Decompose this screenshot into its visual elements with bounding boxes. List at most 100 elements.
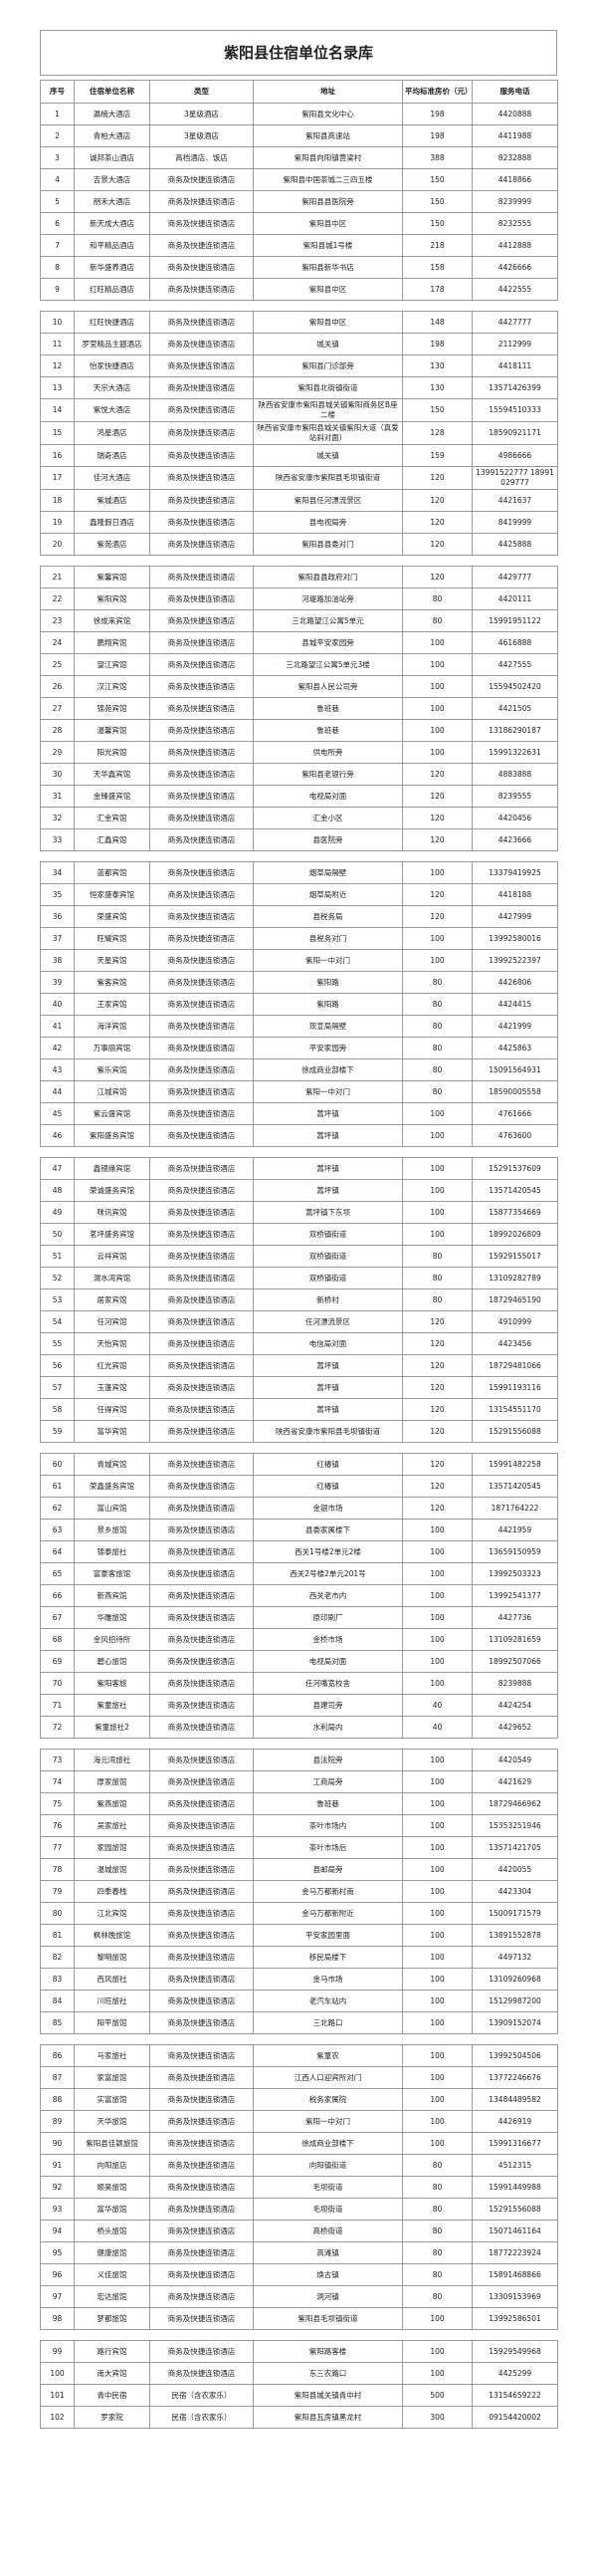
table-cell: 4427777 (472, 311, 558, 334)
table-row: 13 天宗大酒店 商务及快捷连锁酒店 紫阳县北街镇街道 130 13571426399 (40, 376, 558, 399)
table-cell: 锦泰旅社 (74, 1540, 150, 1563)
table-cell: 58 (40, 1398, 75, 1421)
table-cell: 厚家旅馆 (74, 1770, 150, 1793)
table-cell: 民宿（含农家乐） (149, 2384, 254, 2407)
table-row: 11 罗莹精品主题酒店 商务及快捷连锁酒店 城关镇 198 2112999 (40, 333, 558, 355)
table-cell: 77 (40, 1836, 75, 1859)
table-cell: 100 (402, 741, 473, 764)
table-row: 39 紫客宾馆 商务及快捷连锁酒店 紫阳路 80 4426806 (40, 971, 558, 994)
table-cell: 17 (40, 466, 75, 490)
table-cell: 120 (402, 785, 473, 808)
table-cell: 40 (40, 993, 75, 1016)
table-cell: 86 (40, 2044, 75, 2067)
table-cell: 80 (402, 971, 473, 994)
table-cell: 县电视局旁 (253, 511, 403, 534)
table-row: 86 马家旅社 商务及快捷连锁酒店 紫童农 100 13992504506 (40, 2044, 558, 2067)
table-cell: 商务及快捷连锁酒店 (149, 1562, 254, 1585)
table-cell: 120 (402, 1310, 473, 1333)
table-cell: 80 (402, 1058, 473, 1081)
table-cell: 4425299 (472, 2362, 558, 2385)
table-cell: 13992503323 (472, 1562, 558, 1585)
table-row: 102 罗家院 民宿（含农家乐） 紫阳县瓦房镇黑龙村 300 09154420002 (40, 2406, 558, 2429)
table-cell: 高档酒店、饭店 (149, 146, 254, 169)
table-cell: 紫阳县高速站 (253, 124, 403, 147)
table-cell: 4426806 (472, 971, 558, 994)
table-cell: 15594502420 (472, 675, 558, 698)
table-cell: 1 (40, 103, 75, 125)
table-cell: 8232555 (472, 212, 558, 235)
table-cell: 2112999 (472, 333, 558, 355)
table-cell: 13484489582 (472, 2088, 558, 2111)
table-cell: 任河漂流景区 (253, 1310, 403, 1333)
table-cell: 4420456 (472, 807, 558, 829)
table-cell: 荣盛宾馆 (74, 905, 150, 928)
table-cell: 高桥街道 (253, 2220, 403, 2242)
table-cell: 金马市场 (253, 1968, 403, 1991)
table-cell: 商务及快捷连锁酒店 (149, 1376, 254, 1399)
table-row: 2 青柏大酒店 3星级酒店 紫阳县高速站 198 4411988 (40, 124, 558, 147)
table-cell: 县邮局旁 (253, 1858, 403, 1881)
table-cell: 红光宾馆 (74, 1354, 150, 1377)
table-cell: 13659150959 (472, 1540, 558, 1563)
table-cell: 紫阳宾馆 (74, 587, 150, 610)
table-cell: 3 (40, 146, 75, 169)
table-row: 88 实富旅馆 商务及快捷连锁酒店 税务家属院 100 13484489582 (40, 2088, 558, 2111)
table-row: 79 四季春栈 商务及快捷连锁酒店 金马万都新村南 100 4423304 (40, 1880, 558, 1903)
table-cell: 100 (402, 2340, 473, 2363)
table-cell: 15991316677 (472, 2132, 558, 2155)
table-cell: 13992522397 (472, 949, 558, 972)
table-cell: 4429652 (472, 1716, 558, 1739)
table-row: 54 任河宾馆 商务及快捷连锁酒店 任河漂流景区 120 4910999 (40, 1310, 558, 1333)
table-cell: 茗坪盛务宾馆 (74, 1223, 150, 1246)
table-cell: 碧心旅馆 (74, 1650, 150, 1673)
table-cell: 9 (40, 278, 75, 301)
table-cell: 61 (40, 1475, 75, 1498)
table-cell: 紫阳县县政府对门 (253, 566, 403, 588)
table-cell: 万事丽宾馆 (74, 1037, 150, 1059)
table-cell: 紫阳路 (253, 993, 403, 1016)
table-cell: 商务及快捷连锁酒店 (149, 2241, 254, 2264)
table-cell: 商务及快捷连锁酒店 (149, 1223, 254, 1246)
table-cell: 蒿坪镇下东坝 (253, 1201, 403, 1224)
table-cell: 4420055 (472, 1858, 558, 1881)
table-cell: 商务及快捷连锁酒店 (149, 763, 254, 786)
table-cell: 8239999 (472, 190, 558, 213)
table-cell: 3星级酒店 (149, 124, 254, 147)
table-cell: 80 (402, 993, 473, 1016)
page: 紫阳县住宿单位名录库 序号 住宿单位名称 类型 地址 平均标准房价（元） 服务电话 1 瀛楠大… (0, 30, 597, 2576)
table-cell: 57 (40, 1376, 75, 1399)
table-cell: 93 (40, 2198, 75, 2221)
table-cell: 4426919 (472, 2110, 558, 2133)
table-cell: 紫乐宾馆 (74, 1058, 150, 1081)
table-cell: 景乡旅馆 (74, 1519, 150, 1541)
table-cell: 80 (402, 587, 473, 610)
table-cell: 云祥宾馆 (74, 1245, 150, 1268)
table-cell: 紫阳一中对门 (253, 1080, 403, 1103)
table-cell: 商务及快捷连锁酒店 (149, 1990, 254, 2012)
table-cell: 商务及快捷连锁酒店 (149, 1858, 254, 1881)
table-cell: 河堤路加油站旁 (253, 587, 403, 610)
table-cell: 72 (40, 1716, 75, 1739)
table-cell: 县法院旁 (253, 1749, 403, 1771)
table-cell: 28 (40, 719, 75, 742)
table-cell: 黎明旅馆 (74, 1946, 150, 1969)
table-cell: 4512315 (472, 2154, 558, 2177)
table-cell: 59 (40, 1420, 75, 1443)
table-cell: 望江宾馆 (74, 653, 150, 676)
table-cell: 13109281659 (472, 1628, 558, 1651)
table-cell: 150 (402, 168, 473, 191)
table-cell: 15291537609 (472, 1157, 558, 1180)
table-cell: 18729481066 (472, 1354, 558, 1377)
table-cell: 商务及快捷连锁酒店 (149, 533, 254, 556)
table-cell: 80 (40, 1902, 75, 1925)
table-cell: 天华鑫宾馆 (74, 763, 150, 786)
table-cell: 江城宾馆 (74, 1080, 150, 1103)
table-cell: 紫阳县佳颖旅馆 (74, 2132, 150, 2155)
table-cell: 徐成商业部楼下 (253, 1058, 403, 1081)
table-cell: 15129987200 (472, 1990, 558, 2012)
table-cell: 4497132 (472, 1946, 558, 1969)
table-cell: 三北路望江公寓5单元 (253, 609, 403, 632)
table-cell: 家富旅馆 (74, 2066, 150, 2089)
table-row: 14 紫悦大酒店 商务及快捷连锁酒店 陕西省安康市紫阳县城关镇紫阳商务区B座二楼 150… (40, 398, 558, 422)
table-cell: 商务及快捷连锁酒店 (149, 444, 254, 467)
